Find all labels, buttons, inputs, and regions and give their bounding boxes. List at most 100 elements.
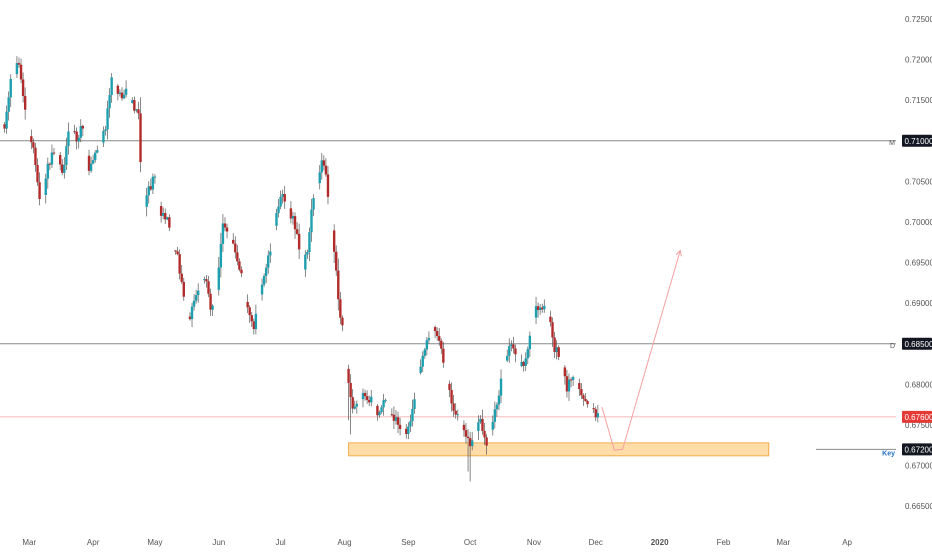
candle-body-bull [498, 396, 500, 405]
candle [3, 122, 5, 133]
candle [395, 410, 397, 425]
candle-body-bear [294, 216, 296, 229]
candle [20, 59, 22, 84]
candle [391, 408, 393, 416]
candle [440, 338, 442, 354]
x-tick-label: Aug [337, 538, 351, 547]
candle [543, 299, 545, 313]
candle-body-bear [224, 223, 226, 227]
candle [570, 377, 572, 387]
candle [284, 186, 286, 209]
price-axis[interactable]: 0.725000.720000.715000.710000.705000.700… [905, 15, 932, 511]
candle [477, 415, 479, 440]
candle-body-bear [578, 383, 580, 389]
candle [551, 317, 553, 346]
candle-body-bull [104, 129, 106, 131]
candle [397, 412, 399, 433]
candle [222, 214, 224, 252]
candle [294, 212, 296, 239]
candle-body-bull [279, 197, 281, 207]
candle [211, 304, 213, 316]
candle [240, 266, 242, 277]
candle-body-bull [354, 407, 356, 409]
candle [539, 304, 541, 315]
candle [549, 311, 551, 327]
candle-body-bear [20, 65, 22, 80]
candle-body-bear [251, 315, 253, 321]
candle [413, 393, 415, 414]
candle-body-bull [428, 338, 430, 340]
level-marker: D [890, 343, 895, 350]
candle-body-bear [582, 395, 584, 399]
x-tick-label: Dec [589, 538, 603, 547]
candle [457, 410, 459, 421]
candle-body-bear [485, 437, 487, 445]
candle-body-bull [90, 164, 92, 171]
candle [366, 390, 368, 403]
candle [555, 340, 557, 359]
candle-body-bull [135, 109, 137, 110]
candle [597, 405, 599, 422]
projection-path[interactable] [602, 250, 680, 450]
candle [131, 97, 133, 103]
candle-body-bear [176, 251, 178, 254]
candle-body-bear [168, 217, 170, 227]
candle-body-bear [333, 230, 335, 251]
candle [455, 403, 457, 418]
candle-body-bear [566, 376, 568, 391]
candle-body-bear [595, 409, 597, 417]
candle [566, 370, 568, 398]
candle [436, 327, 438, 340]
candle-body-bear [226, 228, 228, 232]
candle-body-bear [339, 299, 341, 317]
candle [514, 345, 516, 363]
candle-body-bull [255, 314, 257, 329]
candle [63, 157, 65, 179]
candle-body-bear [150, 186, 152, 189]
candle [323, 155, 325, 170]
candle [304, 250, 306, 277]
candle [18, 58, 20, 68]
y-tick-label: 0.68000 [905, 380, 932, 389]
candle-body-bull [477, 422, 479, 431]
candle [90, 157, 92, 173]
candle [434, 326, 436, 339]
candle [382, 394, 384, 416]
candle-body-bull [413, 399, 415, 409]
candle [500, 369, 502, 402]
candle-body-bull [380, 407, 382, 412]
candle-body-bull [106, 108, 108, 129]
key-zone[interactable] [349, 443, 769, 456]
candle [593, 403, 595, 413]
candle [442, 342, 444, 367]
candle-body-bull [197, 291, 199, 295]
candle-body-bear [558, 347, 560, 357]
candle [61, 159, 63, 175]
candle [88, 150, 90, 176]
candle-body-bull [525, 358, 527, 366]
candle-body-bull [520, 362, 522, 366]
candle [399, 418, 401, 436]
candle-body-bear [24, 96, 26, 110]
candle-body-bear [253, 321, 255, 329]
candle [537, 302, 539, 317]
candle [292, 212, 294, 225]
candle-body-bull [539, 308, 541, 311]
y-tick-label: 0.69500 [905, 259, 932, 268]
candle [137, 102, 139, 119]
x-tick-label: Apr [87, 538, 100, 547]
candle [407, 422, 409, 439]
candle-body-bull [108, 95, 110, 108]
candle-body-bull [543, 306, 545, 310]
candle [364, 390, 366, 401]
candle-body-bull [506, 356, 508, 361]
y-tick-label: 0.69000 [905, 299, 932, 308]
candle-body-bull [321, 160, 323, 172]
x-tick-label: 2020 [651, 538, 669, 547]
candle [234, 236, 236, 258]
candle-body-bull [457, 414, 459, 415]
candle [236, 245, 238, 265]
